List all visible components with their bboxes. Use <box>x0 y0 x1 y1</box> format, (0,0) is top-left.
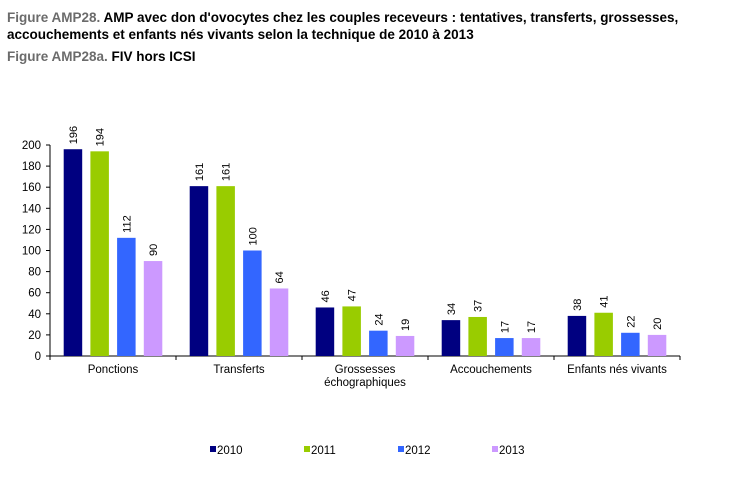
y-tick-label: 40 <box>28 309 41 321</box>
bar-2012 <box>117 237 136 356</box>
x-category-label: Enfants nés vivants <box>567 364 667 376</box>
legend-swatch-2012 <box>398 446 404 452</box>
data-label: 112 <box>121 215 133 233</box>
data-label: 46 <box>320 290 332 302</box>
bar-2012 <box>243 250 262 356</box>
bar-2011 <box>594 312 613 356</box>
data-label: 20 <box>652 318 664 330</box>
legend-label: 2012 <box>405 445 431 457</box>
y-tick-label: 140 <box>22 203 41 215</box>
bar-2010 <box>63 149 83 356</box>
y-tick-label: 200 <box>22 140 41 152</box>
x-category-label: Ponctions <box>88 364 139 376</box>
figure-prefix: Figure AMP28. <box>7 10 101 25</box>
legend-swatch-2011 <box>304 446 310 452</box>
data-label: 17 <box>499 321 511 333</box>
y-tick-label: 80 <box>28 267 41 279</box>
data-label: 64 <box>274 271 286 283</box>
bar-2012 <box>495 338 514 356</box>
data-label: 41 <box>599 295 611 307</box>
bar-2013 <box>521 338 541 356</box>
x-category-label: Grossesses <box>335 364 396 376</box>
bar-2010 <box>441 320 461 356</box>
bar-2012 <box>621 332 640 356</box>
y-tick-label: 20 <box>28 330 41 342</box>
data-label: 22 <box>625 316 637 328</box>
data-label: 90 <box>148 244 160 256</box>
data-label: 161 <box>221 163 233 181</box>
y-tick-label: 180 <box>22 161 41 173</box>
data-label: 37 <box>473 300 485 312</box>
bar-2013 <box>269 288 289 356</box>
bar-2011 <box>90 151 109 356</box>
legend-swatch-2013 <box>492 446 498 452</box>
bar-2011 <box>342 306 361 356</box>
x-category-label: Accouchements <box>450 364 532 376</box>
legend-label: 2013 <box>499 445 525 457</box>
y-tick-label: 120 <box>22 224 41 236</box>
data-label: 161 <box>194 163 206 181</box>
bar-2010 <box>189 186 209 356</box>
data-label: 17 <box>526 321 538 333</box>
data-label: 24 <box>373 313 385 325</box>
legend-label: 2010 <box>217 445 243 457</box>
subfigure-title: Figure AMP28a. FIV hors ICSI <box>7 48 723 65</box>
data-label: 38 <box>572 299 584 311</box>
bar-2012 <box>369 330 388 356</box>
data-label: 100 <box>247 227 259 245</box>
bar-2011 <box>216 186 235 356</box>
legend-swatch-2010 <box>210 446 216 452</box>
data-label: 47 <box>347 289 359 301</box>
bar-2013 <box>647 334 667 356</box>
x-category-label: Transferts <box>213 364 265 376</box>
subfigure-title-text: FIV hors ICSI <box>107 49 196 64</box>
y-tick-label: 100 <box>22 246 41 258</box>
bar-2011 <box>468 316 487 356</box>
data-label: 194 <box>95 128 107 146</box>
legend-label: 2011 <box>311 445 336 457</box>
y-tick-label: 0 <box>35 351 41 363</box>
data-label: 19 <box>400 319 412 331</box>
bar-2013 <box>143 261 163 356</box>
x-category-label: échographiques <box>324 377 406 389</box>
bar-2010 <box>567 315 587 356</box>
bar-2013 <box>395 335 415 356</box>
figure-title: Figure AMP28. AMP avec don d'ovocytes ch… <box>7 9 723 43</box>
data-label: 196 <box>68 126 80 144</box>
y-tick-label: 160 <box>22 182 41 194</box>
figure-title-text: AMP avec don d'ovocytes chez les couples… <box>7 10 679 42</box>
data-label: 34 <box>446 303 458 315</box>
subfigure-prefix: Figure AMP28a. <box>7 49 108 64</box>
y-tick-label: 60 <box>28 288 41 300</box>
bar-2010 <box>315 307 335 356</box>
chart-titles: Figure AMP28. AMP avec don d'ovocytes ch… <box>7 9 723 65</box>
